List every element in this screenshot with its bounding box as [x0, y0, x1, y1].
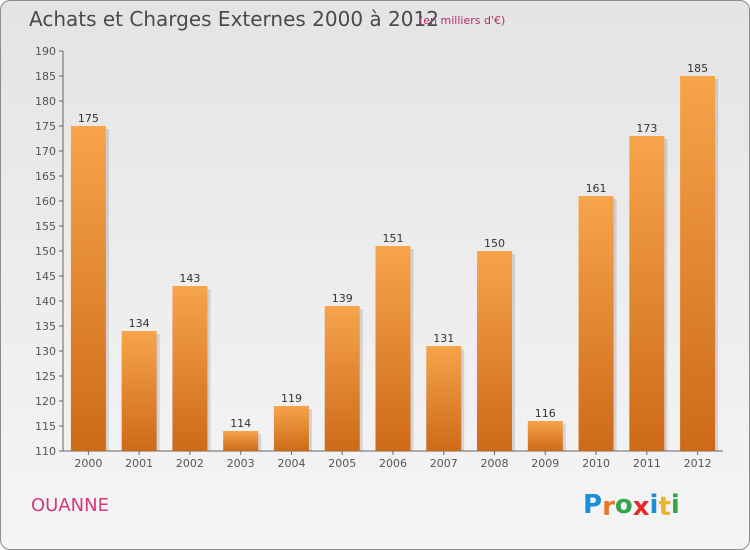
value-label: 116	[535, 407, 556, 420]
x-tick-label: 2000	[74, 457, 102, 470]
x-tick-label: 2006	[379, 457, 407, 470]
y-tick-label: 185	[35, 70, 56, 83]
x-tick-label: 2002	[176, 457, 204, 470]
logo-letter: o	[614, 490, 633, 520]
value-label: 134	[129, 317, 150, 330]
y-tick-label: 140	[35, 295, 56, 308]
value-label: 161	[586, 182, 607, 195]
bar-2003	[223, 431, 259, 451]
y-tick-label: 110	[35, 445, 56, 458]
logo-letter: i	[649, 490, 659, 520]
value-label: 151	[383, 232, 404, 245]
chart-axes: 110 115 120 125 130 135 140 145 150 155 160 165 170 1…	[35, 45, 723, 470]
x-tick-label: 2008	[481, 457, 509, 470]
value-label: 119	[281, 392, 302, 405]
logo-letter: i	[670, 490, 680, 520]
bar-2004	[273, 406, 309, 451]
value-label: 150	[484, 237, 505, 250]
y-tick-label: 135	[35, 320, 56, 333]
logo-letter: P	[583, 490, 603, 520]
value-label: 175	[78, 112, 99, 125]
x-tick-label: 2007	[430, 457, 458, 470]
chart-bars: 175 134 143 114 119 139 151 131 150 116 161 173 185	[70, 62, 719, 451]
logo-letter: t	[658, 492, 671, 522]
commune-name: OUANNE	[31, 495, 109, 516]
y-tick-label: 160	[35, 195, 56, 208]
y-tick-label: 190	[35, 45, 56, 58]
y-tick-label: 170	[35, 145, 56, 158]
bar-2009	[527, 421, 563, 451]
bar-2008	[477, 251, 513, 451]
bar-2007	[426, 346, 462, 451]
y-tick-label: 120	[35, 395, 56, 408]
y-tick-label: 130	[35, 345, 56, 358]
chart-subtitle: (en milliers d'€)	[419, 14, 506, 27]
bar-2005	[324, 306, 360, 451]
value-label: 131	[433, 332, 454, 345]
x-tick-label: 2004	[277, 457, 305, 470]
value-label: 139	[332, 292, 353, 305]
x-tick-label: 2001	[125, 457, 153, 470]
y-tick-label: 115	[35, 420, 56, 433]
bar-2002	[172, 286, 208, 451]
bar-2012	[680, 76, 716, 451]
x-tick-label: 2012	[684, 457, 712, 470]
x-tick-label: 2009	[531, 457, 559, 470]
y-tick-label: 155	[35, 220, 56, 233]
y-tick-label: 165	[35, 170, 56, 183]
y-tick-label: 145	[35, 270, 56, 283]
bar-2000	[70, 126, 106, 451]
value-label: 185	[687, 62, 708, 75]
y-tick-label: 180	[35, 95, 56, 108]
bar-2001	[121, 331, 157, 451]
chart-title: Achats et Charges Externes 2000 à 2012	[29, 7, 439, 31]
value-label: 173	[636, 122, 657, 135]
x-tick-label: 2011	[633, 457, 661, 470]
value-label: 143	[179, 272, 200, 285]
y-tick-label: 150	[35, 245, 56, 258]
bar-2010	[578, 196, 614, 451]
x-tick-label: 2003	[227, 457, 255, 470]
logo-letter: x	[632, 492, 650, 522]
x-tick-label: 2010	[582, 457, 610, 470]
y-tick-label: 175	[35, 120, 56, 133]
y-tick-label: 125	[35, 370, 56, 383]
logo-letter: r	[602, 492, 615, 522]
bar-2006	[375, 246, 411, 451]
bar-2011	[629, 136, 665, 451]
proxiti-logo: Proxiti	[583, 490, 680, 522]
x-tick-label: 2005	[328, 457, 356, 470]
value-label: 114	[230, 417, 251, 430]
